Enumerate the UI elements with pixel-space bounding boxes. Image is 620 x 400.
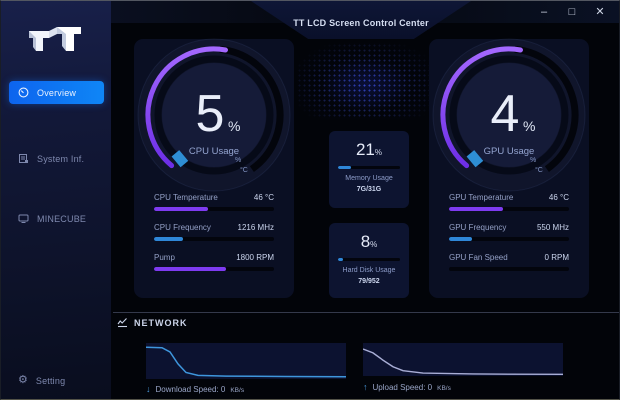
gpu-panel: 4 % GPU Usage % °C GPU Temperature 46 °C …: [429, 38, 589, 298]
meter-fill: [154, 207, 208, 211]
close-button[interactable]: ✕: [595, 6, 605, 18]
window-title: TT LCD Screen Control Center: [293, 18, 429, 28]
sidebar-item-label: MINECUBE: [37, 213, 87, 224]
monitor-icon: [18, 214, 29, 223]
cpu-usage-unit: %: [228, 118, 240, 134]
meter-fill: [154, 267, 226, 271]
meter-label: Pump: [154, 253, 175, 262]
meter-track: [338, 258, 400, 261]
tt-logo: [29, 27, 81, 51]
gauge-marker: [466, 150, 484, 168]
pump-row: Pump 1800 RPM: [154, 253, 274, 271]
scale-mark-percent: %: [530, 157, 536, 164]
meter-value: 1216 MHz: [237, 223, 274, 232]
meter-fill: [449, 207, 503, 211]
meter-value: 0 RPM: [544, 253, 569, 262]
gauge-marker: [171, 150, 189, 168]
upload-unit: KB/s: [437, 385, 451, 392]
download-value: 0: [220, 385, 226, 394]
meter-value: 1800 RPM: [236, 253, 274, 262]
sidebar-item-system-inf[interactable]: System Inf.: [9, 147, 104, 170]
meter-track: [449, 237, 569, 241]
memory-detail: 7G/31G: [356, 186, 382, 193]
gpu-usage-value: 4: [491, 85, 520, 143]
download-speed-caption: ↓ Download Speed: 0 KB/s: [146, 384, 244, 394]
sidebar-item-label: System Inf.: [37, 153, 85, 164]
network-header: NETWORK: [117, 317, 188, 328]
meter-track: [154, 267, 274, 271]
sidebar-item-label: Setting: [35, 375, 66, 386]
gpu-usage-gauge: 4 % GPU Usage % °C: [432, 38, 586, 192]
speedometer-icon: [18, 87, 29, 98]
memory-value: 21: [355, 140, 375, 159]
sidebar-item-label: Overview: [37, 87, 77, 98]
meter-track: [449, 267, 569, 271]
meter-fill: [449, 237, 472, 241]
gear-icon: ⚙: [18, 374, 28, 386]
scale-mark-percent: %: [235, 157, 241, 164]
download-unit: KB/s: [230, 387, 245, 394]
section-divider: [113, 312, 619, 313]
meter-label: GPU Temperature: [449, 193, 514, 202]
upload-value: 0: [427, 383, 433, 392]
system-info-icon: [19, 154, 28, 163]
meter-track: [338, 166, 400, 169]
meter-track: [449, 207, 569, 211]
network-title: NETWORK: [134, 317, 188, 328]
minimize-button[interactable]: –: [540, 6, 548, 18]
maximize-button[interactable]: □: [568, 6, 576, 18]
memory-unit: %: [374, 148, 383, 157]
upload-arrow-icon: ↑: [363, 382, 368, 392]
cpu-temperature-row: CPU Temperature 46 °C: [154, 193, 274, 211]
download-label: Download Speed:: [155, 385, 219, 394]
hard-disk-usage-card: 8% Hard Disk Usage 79/952: [329, 223, 409, 298]
download-arrow-icon: ↓: [146, 384, 151, 394]
meter-label: CPU Frequency: [154, 223, 211, 232]
meter-label: GPU Frequency: [449, 223, 507, 232]
window-title-banner: TT LCD Screen Control Center: [251, 1, 471, 39]
gpu-fan-speed-row: GPU Fan Speed 0 RPM: [449, 253, 569, 271]
chart-icon: [117, 318, 127, 328]
disk-detail: 79/952: [358, 278, 380, 285]
halftone-decoration: [297, 43, 435, 119]
download-speed-chart: [146, 343, 346, 379]
gpu-frequency-row: GPU Frequency 550 MHz: [449, 223, 569, 241]
cpu-usage-gauge: 5 % CPU Usage % °C: [137, 38, 291, 192]
meter-value: 46 °C: [548, 193, 569, 202]
gpu-temperature-row: GPU Temperature 46 °C: [449, 193, 569, 211]
memory-usage-card: 21% Memory Usage 7G/31G: [329, 131, 409, 208]
meter-label: GPU Fan Speed: [449, 253, 508, 262]
sidebar-item-minecube[interactable]: MINECUBE: [9, 207, 104, 230]
sidebar-item-setting[interactable]: ⚙ Setting: [9, 369, 104, 392]
cpu-usage-value: 5: [196, 85, 225, 143]
disk-unit: %: [370, 240, 378, 249]
meter-value: 46 °C: [253, 193, 274, 202]
gpu-usage-unit: %: [523, 118, 535, 134]
disk-value: 8: [360, 232, 371, 251]
memory-label: Memory Usage: [345, 175, 393, 182]
meter-fill: [338, 258, 343, 261]
cpu-frequency-row: CPU Frequency 1216 MHz: [154, 223, 274, 241]
meter-value: 550 MHz: [536, 223, 569, 232]
sidebar: Overview System Inf. MINECUBE ⚙ Setting: [1, 1, 111, 399]
sidebar-item-overview[interactable]: Overview: [9, 81, 104, 104]
meter-track: [154, 237, 274, 241]
meter-track: [154, 207, 274, 211]
upload-speed-chart: [363, 343, 563, 376]
cpu-panel: 5 % CPU Usage % °C CPU Temperature 46 °C …: [134, 38, 294, 298]
meter-label: CPU Temperature: [154, 193, 218, 202]
cpu-usage-label: CPU Usage: [189, 146, 239, 157]
scale-mark-celsius: °C: [240, 166, 248, 174]
meter-fill: [338, 166, 352, 169]
upload-speed-caption: ↑ Upload Speed: 0 KB/s: [363, 382, 451, 392]
upload-label: Upload Speed:: [372, 383, 426, 392]
disk-label: Hard Disk Usage: [342, 267, 396, 274]
scale-mark-celsius: °C: [535, 166, 543, 174]
gpu-usage-label: GPU Usage: [484, 146, 535, 157]
meter-fill: [154, 237, 183, 241]
